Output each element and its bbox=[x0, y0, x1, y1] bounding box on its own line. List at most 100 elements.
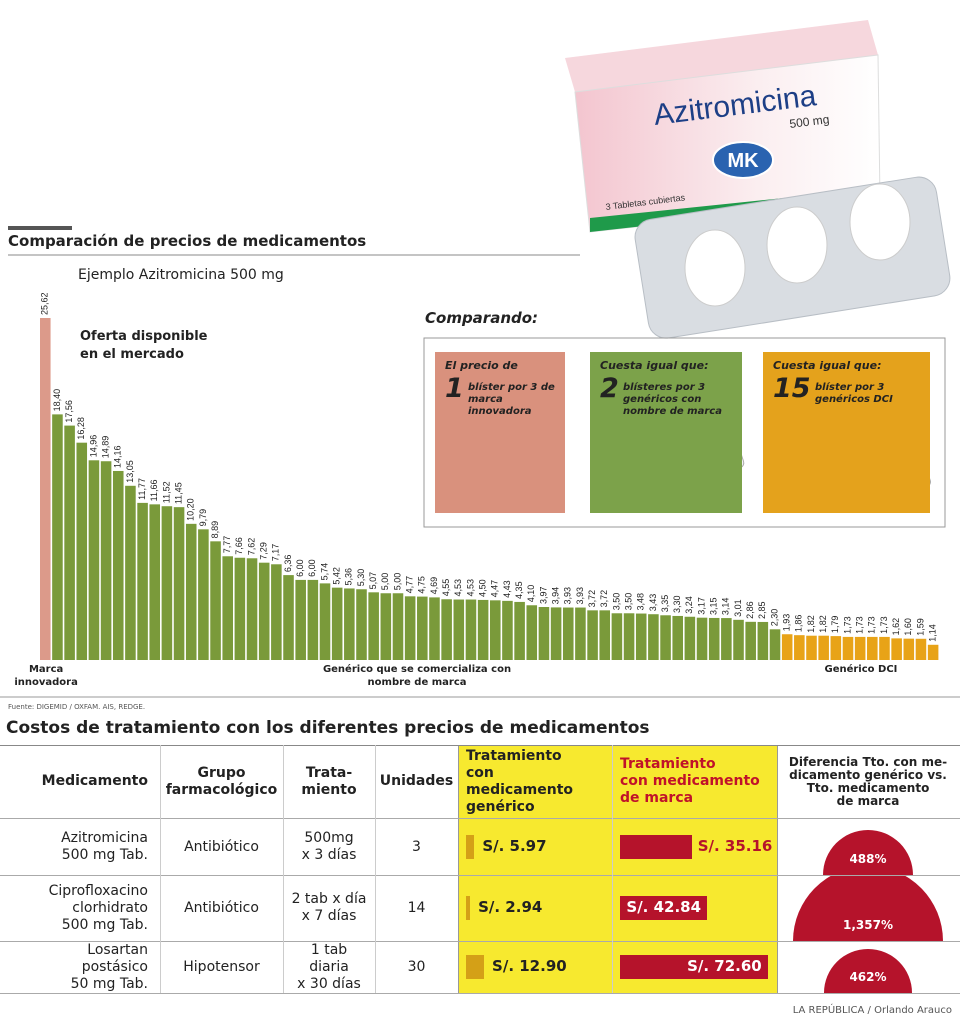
bar bbox=[611, 613, 623, 660]
text-line: Antibiótico bbox=[184, 900, 259, 916]
bar bbox=[927, 644, 939, 660]
text-line: x 30 días bbox=[297, 975, 361, 992]
value-label: 7,17 bbox=[271, 544, 281, 562]
value-label: 3,43 bbox=[648, 594, 658, 612]
value-label: 1,73 bbox=[879, 616, 889, 634]
value-label: 1,73 bbox=[842, 616, 852, 634]
value-label: 3,14 bbox=[721, 598, 731, 616]
col-rule bbox=[375, 745, 376, 993]
value-label: 9,79 bbox=[198, 509, 208, 527]
value-label: 3,50 bbox=[611, 593, 621, 611]
bar bbox=[125, 485, 136, 660]
difference-circle bbox=[792, 876, 944, 941]
pill bbox=[766, 206, 828, 284]
cell: Hipotensor bbox=[160, 941, 283, 993]
bar bbox=[538, 607, 550, 660]
brand-label: S/. 42.84 bbox=[626, 898, 702, 916]
generic-label: S/. 2.94 bbox=[478, 898, 543, 916]
generic-bar bbox=[466, 955, 485, 979]
box-top bbox=[565, 20, 878, 92]
difference-cell: 1,357% bbox=[778, 876, 958, 941]
comparison-box: Cuesta igual que: 2 blísteres por 3 genéri… bbox=[590, 352, 742, 513]
box-number: 15 bbox=[773, 373, 811, 404]
bar bbox=[295, 579, 306, 660]
comparison-title: Comparando: bbox=[425, 309, 539, 327]
generic-label: S/. 5.97 bbox=[482, 836, 547, 855]
value-label: 7,29 bbox=[259, 542, 269, 560]
bar bbox=[806, 635, 817, 660]
bar bbox=[721, 618, 732, 660]
box-text: blísteres por 3 genéricos con nombre de … bbox=[623, 382, 722, 417]
value-label: 7,66 bbox=[234, 537, 244, 555]
value-label: 3,35 bbox=[660, 595, 670, 613]
value-label: 4,35 bbox=[514, 581, 524, 599]
text-line: clorhidrato bbox=[72, 899, 148, 916]
value-label: 11,66 bbox=[149, 479, 159, 501]
bar bbox=[283, 575, 294, 660]
bar bbox=[781, 634, 793, 660]
bar bbox=[149, 504, 161, 660]
text-line: Tratamiento bbox=[620, 756, 716, 772]
value-label: 1,60 bbox=[903, 618, 913, 636]
text-line: de marca bbox=[620, 790, 694, 806]
value-label: 3,93 bbox=[575, 587, 585, 605]
col-rule bbox=[160, 745, 161, 993]
logo bbox=[712, 141, 774, 179]
text-line: Diferencia Tto. con me- bbox=[788, 754, 948, 769]
value-label: 4,53 bbox=[465, 579, 475, 597]
bar bbox=[210, 541, 221, 660]
text-line: Ciprofloxacino bbox=[48, 882, 148, 899]
text-line: Grupo bbox=[197, 764, 246, 781]
credit: LA REPÚBLICA / Orlando Arauco bbox=[792, 1005, 952, 1016]
value-label: 6,36 bbox=[283, 555, 293, 573]
bar bbox=[198, 529, 209, 660]
source: Fuente: DIGEMID / OXFAM. AIS, REDGE. bbox=[8, 703, 146, 711]
value-label: 18,40 bbox=[52, 389, 62, 412]
bar bbox=[708, 617, 720, 660]
text-line: farmacológico bbox=[165, 781, 278, 798]
value-label: 7,77 bbox=[222, 536, 232, 554]
bar bbox=[52, 414, 63, 660]
bar bbox=[112, 470, 124, 660]
bar bbox=[733, 619, 744, 660]
bar bbox=[271, 564, 282, 660]
value-label: 25,62 bbox=[40, 292, 50, 315]
bar bbox=[867, 636, 878, 660]
text-line: Tto. medicamento bbox=[806, 780, 930, 795]
bar bbox=[453, 599, 465, 660]
bar bbox=[818, 635, 829, 660]
difference-cell: 462% bbox=[778, 942, 958, 993]
brand-bar bbox=[620, 834, 692, 859]
bar bbox=[477, 599, 489, 660]
bar bbox=[404, 596, 416, 660]
bar bbox=[684, 616, 696, 660]
value-label: 3,97 bbox=[538, 586, 548, 604]
row-rule bbox=[0, 818, 960, 819]
product-dose: 500 mg bbox=[789, 112, 830, 131]
comparison-box: Cuesta igual que: 15 blíster por 3 genéric… bbox=[763, 352, 930, 513]
row-rule bbox=[0, 941, 960, 942]
annotation: Oferta disponible en el mercado bbox=[80, 329, 208, 362]
bar bbox=[380, 593, 392, 660]
bar bbox=[490, 600, 501, 660]
value-label: 3,94 bbox=[550, 587, 560, 605]
group-label: Genérico DCI bbox=[824, 664, 898, 675]
value-label: 6,00 bbox=[307, 559, 317, 577]
value-label: 4,69 bbox=[429, 577, 439, 595]
text-line: 50 mg Tab. bbox=[70, 975, 148, 992]
value-label: 4,77 bbox=[405, 576, 415, 594]
group-label: Genérico que se comercializa con nombre … bbox=[322, 664, 512, 688]
value-label: 4,50 bbox=[477, 579, 487, 597]
value-label: 3,15 bbox=[709, 597, 719, 615]
product-image: Azitromicina 500 mg MK 3 Tabletas cubier… bbox=[565, 20, 951, 339]
bar bbox=[696, 617, 708, 660]
value-label: 5,74 bbox=[319, 563, 329, 581]
value-label: 1,82 bbox=[818, 615, 828, 633]
text-line: Losartan postásico bbox=[81, 941, 148, 975]
bar bbox=[623, 613, 635, 660]
box-number: 2 bbox=[600, 373, 619, 404]
value-label: 10,20 bbox=[186, 498, 196, 521]
table-title: Costos de tratamiento con los diferentes… bbox=[6, 718, 650, 738]
col-rule bbox=[283, 745, 284, 993]
bar bbox=[575, 607, 586, 660]
